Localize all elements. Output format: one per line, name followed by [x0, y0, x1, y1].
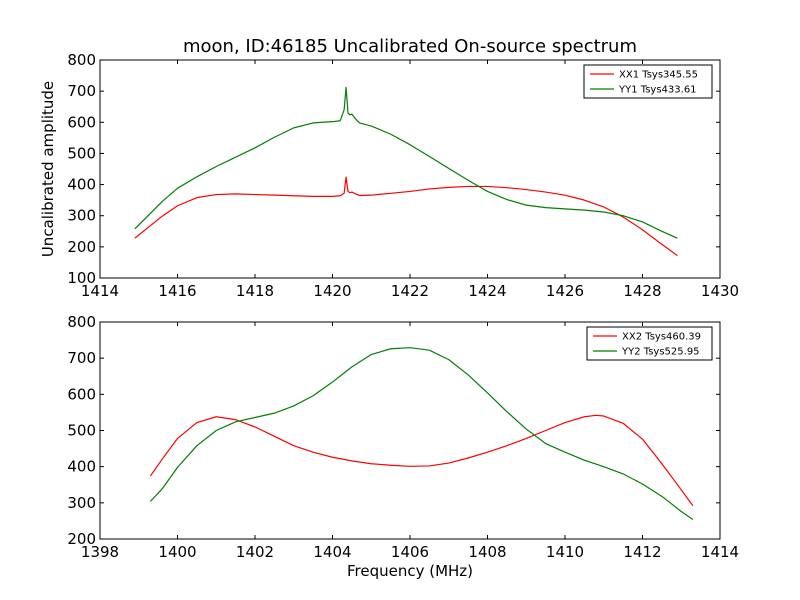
bottom-series-line-1: [149, 414, 694, 507]
bottom-series-line-2: [149, 347, 694, 520]
top-x-tick-label: 1424: [468, 282, 506, 300]
bottom-y-tick-label: 500: [67, 422, 96, 440]
bottom-x-tick-label: 1404: [313, 543, 351, 561]
bottom-y-tick-label: 200: [67, 530, 96, 548]
bottom-x-tick-label: 1406: [391, 543, 429, 561]
bottom-plot-panel: 1398 1400 1402 1404 1406 1408 1410 1412 1414 200 3…: [67, 313, 739, 561]
top-y-tick-label: 300: [67, 207, 96, 225]
bottom-y-tick-label: 800: [67, 313, 96, 331]
top-legend-label-1: XX1 Tsys345.55: [619, 70, 698, 81]
bottom-legend-label-1: XX2 Tsys460.39: [622, 332, 701, 343]
top-series-line-1: [134, 176, 678, 257]
top-y-tick-label: 800: [67, 51, 96, 69]
top-x-tick-label: 1418: [236, 282, 274, 300]
top-y-tick-label: 500: [67, 144, 96, 162]
bottom-x-tick-label: 1400: [158, 543, 196, 561]
top-x-tick-label: 1430: [701, 282, 739, 300]
top-legend-label-2: YY1 Tsys433.61: [618, 85, 697, 96]
top-x-tick-label: 1416: [158, 282, 196, 300]
bottom-x-tick-label: 1412: [623, 543, 661, 561]
bottom-x-tick-label: 1398: [81, 543, 119, 561]
top-x-tick-label: 1422: [391, 282, 429, 300]
top-x-tick-label: 1426: [546, 282, 584, 300]
bottom-y-tick-label: 700: [67, 349, 96, 367]
top-y-tick-label: 600: [67, 113, 96, 131]
top-plot-panel: 1414 1416 1418 1420 1422 1424 1426 1428 1430 100 2…: [67, 51, 739, 300]
x-axis-label: Frequency (MHz): [347, 562, 473, 580]
y-axis-label: Uncalibrated amplitude: [39, 81, 57, 257]
top-x-tick-label: 1414: [81, 282, 119, 300]
top-legend: [583, 64, 713, 99]
chart-title: moon, ID:46185 Uncalibrated On-source sp…: [183, 36, 637, 57]
bottom-y-tick-label: 300: [67, 494, 96, 512]
bottom-x-tick-label: 1414: [701, 543, 739, 561]
bottom-x-tick-label: 1408: [468, 543, 506, 561]
top-x-tick-label: 1420: [313, 282, 351, 300]
top-y-tick-label: 700: [67, 82, 96, 100]
top-y-tick-label: 100: [67, 269, 96, 287]
top-series-line-2: [134, 86, 678, 239]
top-y-tick-label: 400: [67, 176, 96, 194]
bottom-legend: [586, 326, 713, 361]
top-y-tick-label: 200: [67, 238, 96, 256]
bottom-y-tick-label: 400: [67, 458, 96, 476]
bottom-y-tick-label: 600: [67, 385, 96, 403]
bottom-x-tick-label: 1402: [236, 543, 274, 561]
bottom-x-tick-label: 1410: [546, 543, 584, 561]
top-x-tick-label: 1428: [623, 282, 661, 300]
bottom-legend-label-2: YY2 Tsys525.95: [621, 347, 700, 358]
